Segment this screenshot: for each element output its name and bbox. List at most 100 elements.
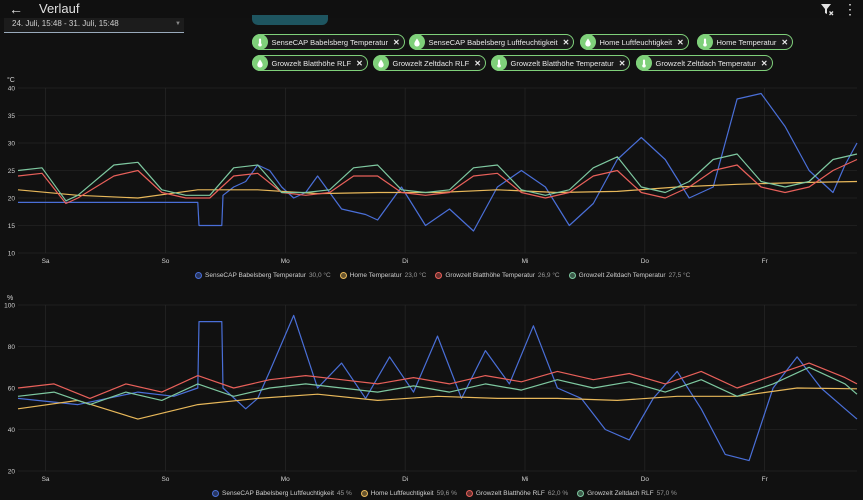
add-entity-button[interactable]: [252, 15, 328, 25]
close-icon[interactable]: ✕: [677, 37, 684, 47]
legend-item[interactable]: SenseCAP Babelsberg Luftfeuchtigkeit 45 %: [212, 490, 352, 497]
legend-item[interactable]: Growzelt Blatthöhe RLF 62,0 %: [465, 490, 569, 497]
legend-swatch: [465, 490, 473, 497]
date-range-value: 24. Juli, 15:48 - 31. Juli, 15:48: [12, 19, 119, 28]
entity-chip[interactable]: Growzelt Zeltdach RLF ✕: [372, 55, 486, 71]
x-tick-label: Sa: [42, 258, 50, 265]
x-tick-label: Sa: [42, 476, 50, 483]
legend-item[interactable]: Growzelt Zeltdach Temperatur 27,5 °C: [568, 272, 691, 279]
x-tick-label: Mo: [281, 476, 290, 483]
close-icon[interactable]: ✕: [760, 58, 768, 68]
chip-label: SenseCAP Babelsberg Luftfeuchtigkeit: [428, 37, 558, 47]
legend-current-value: 23,0 °C: [404, 272, 427, 279]
legend-item[interactable]: SenseCAP Babelsberg Temperatur 30,0 °C: [195, 272, 331, 279]
legend-current-value: 45 %: [336, 490, 352, 497]
legend-item[interactable]: Home Luftfeuchtigkeit 59,6 %: [360, 490, 457, 497]
legend-label: SenseCAP Babelsberg Temperatur: [205, 272, 306, 279]
series-line: [17, 153, 858, 202]
y-tick-label: 80: [8, 344, 16, 351]
legend-swatch: [212, 490, 219, 497]
dots-vertical-icon[interactable]: ⋮: [843, 1, 857, 17]
close-icon[interactable]: ✕: [356, 58, 363, 68]
thermometer-icon: [490, 55, 507, 71]
series-line: [18, 92, 858, 232]
y-tick-label: 30: [8, 141, 16, 148]
y-tick-label: 15: [8, 223, 16, 230]
arrow-left-icon[interactable]: ←: [9, 1, 23, 17]
y-tick-label: 25: [8, 168, 16, 175]
legend-item[interactable]: Home Temperatur 23,0 °C: [339, 272, 427, 279]
entity-chip[interactable]: SenseCAP Babelsberg Temperatur ✕: [251, 34, 405, 50]
chip-label: Growzelt Zeltdach RLF: [392, 58, 470, 68]
legend-item[interactable]: Growzelt Zeltdach RLF 57,0 %: [577, 490, 677, 497]
page-title: Verlauf: [39, 1, 80, 16]
water-percent-icon: [408, 34, 425, 50]
x-tick-label: Mi: [522, 258, 529, 265]
legend-current-value: 62,0 %: [547, 490, 569, 497]
close-icon[interactable]: ✕: [474, 58, 481, 68]
x-tick-label: Di: [402, 476, 408, 483]
entity-chip[interactable]: Home Temperatur ✕: [696, 34, 794, 50]
x-tick-label: Do: [641, 258, 650, 265]
y-tick-label: 20: [8, 469, 16, 476]
entity-chip[interactable]: Home Luftfeuchtigkeit ✕: [579, 34, 689, 50]
x-tick-label: Fr: [762, 476, 769, 483]
legend-current-value: 27,5 °C: [668, 272, 691, 279]
legend-label: Growzelt Blatthöhe Temperatur: [445, 272, 535, 279]
thermometer-icon: [635, 55, 652, 71]
entity-chip[interactable]: Growzelt Zeltdach Temperatur ✕: [635, 55, 773, 71]
chip-label: Growzelt Blatthöhe RLF: [271, 58, 352, 68]
y-tick-label: 40: [8, 427, 16, 434]
legend-label: SenseCAP Babelsberg Luftfeuchtigkeit: [222, 490, 334, 497]
legend-current-value: 30,0 °C: [308, 272, 331, 279]
close-icon[interactable]: ✕: [392, 37, 400, 47]
series-line: [17, 158, 858, 205]
app-toolbar: ← Verlauf ⋮: [0, 0, 863, 18]
legend-label: Home Temperatur: [349, 272, 402, 279]
series-line: [17, 180, 858, 199]
water-percent-icon: [372, 55, 389, 71]
x-tick-label: So: [161, 476, 169, 483]
legend-label: Home Luftfeuchtigkeit: [370, 490, 434, 497]
x-tick-label: Mi: [522, 476, 529, 483]
chevron-down-icon: ▼: [175, 21, 181, 27]
axis-unit-label: °C: [7, 76, 15, 84]
close-icon[interactable]: ✕: [781, 37, 789, 47]
legend-swatch: [435, 272, 443, 279]
date-range-picker[interactable]: 24. Juli, 15:48 - 31. Juli, 15:48 ▼: [4, 18, 184, 33]
water-percent-icon: [579, 34, 596, 50]
legend-swatch: [360, 490, 368, 497]
axis-unit-label: %: [7, 295, 13, 302]
y-tick-label: 35: [8, 113, 16, 120]
entity-chip[interactable]: SenseCAP Babelsberg Luftfeuchtigkeit ✕: [408, 34, 575, 50]
filter-remove-icon[interactable]: [819, 1, 835, 17]
x-tick-label: Do: [641, 476, 650, 483]
series-line: [17, 366, 858, 406]
x-tick-label: Fr: [762, 258, 769, 265]
chip-label: SenseCAP Babelsberg Temperatur: [271, 37, 388, 47]
chip-label: Growzelt Blatthöhe Temperatur: [510, 58, 614, 68]
legend-current-value: 59,6 %: [436, 490, 457, 497]
y-tick-label: 20: [8, 196, 16, 203]
entity-chip[interactable]: Growzelt Blatthöhe RLF ✕: [251, 55, 368, 71]
close-icon[interactable]: ✕: [618, 58, 626, 68]
temperature-legend: SenseCAP Babelsberg Temperatur 30,0 °C Hom…: [195, 272, 690, 279]
legend-current-value: 26,9 °C: [537, 272, 560, 279]
x-tick-label: Mo: [281, 258, 290, 265]
legend-swatch: [339, 272, 347, 279]
legend-swatch: [195, 272, 202, 279]
legend-current-value: 57,0 %: [656, 490, 677, 497]
legend-label: Growzelt Zeltdach RLF: [587, 490, 654, 497]
series-line: [17, 387, 858, 420]
chip-label: Home Temperatur: [716, 37, 777, 47]
entity-chip[interactable]: Growzelt Blatthöhe Temperatur ✕: [490, 55, 631, 71]
series-line: [17, 314, 858, 462]
legend-label: Growzelt Blatthöhe RLF: [475, 490, 545, 497]
legend-swatch: [568, 272, 576, 279]
legend-item[interactable]: Growzelt Blatthöhe Temperatur 26,9 °C: [435, 272, 560, 279]
x-tick-label: So: [161, 258, 169, 265]
thermometer-icon: [251, 34, 268, 50]
close-icon[interactable]: ✕: [562, 37, 570, 47]
y-tick-label: 60: [8, 386, 16, 393]
